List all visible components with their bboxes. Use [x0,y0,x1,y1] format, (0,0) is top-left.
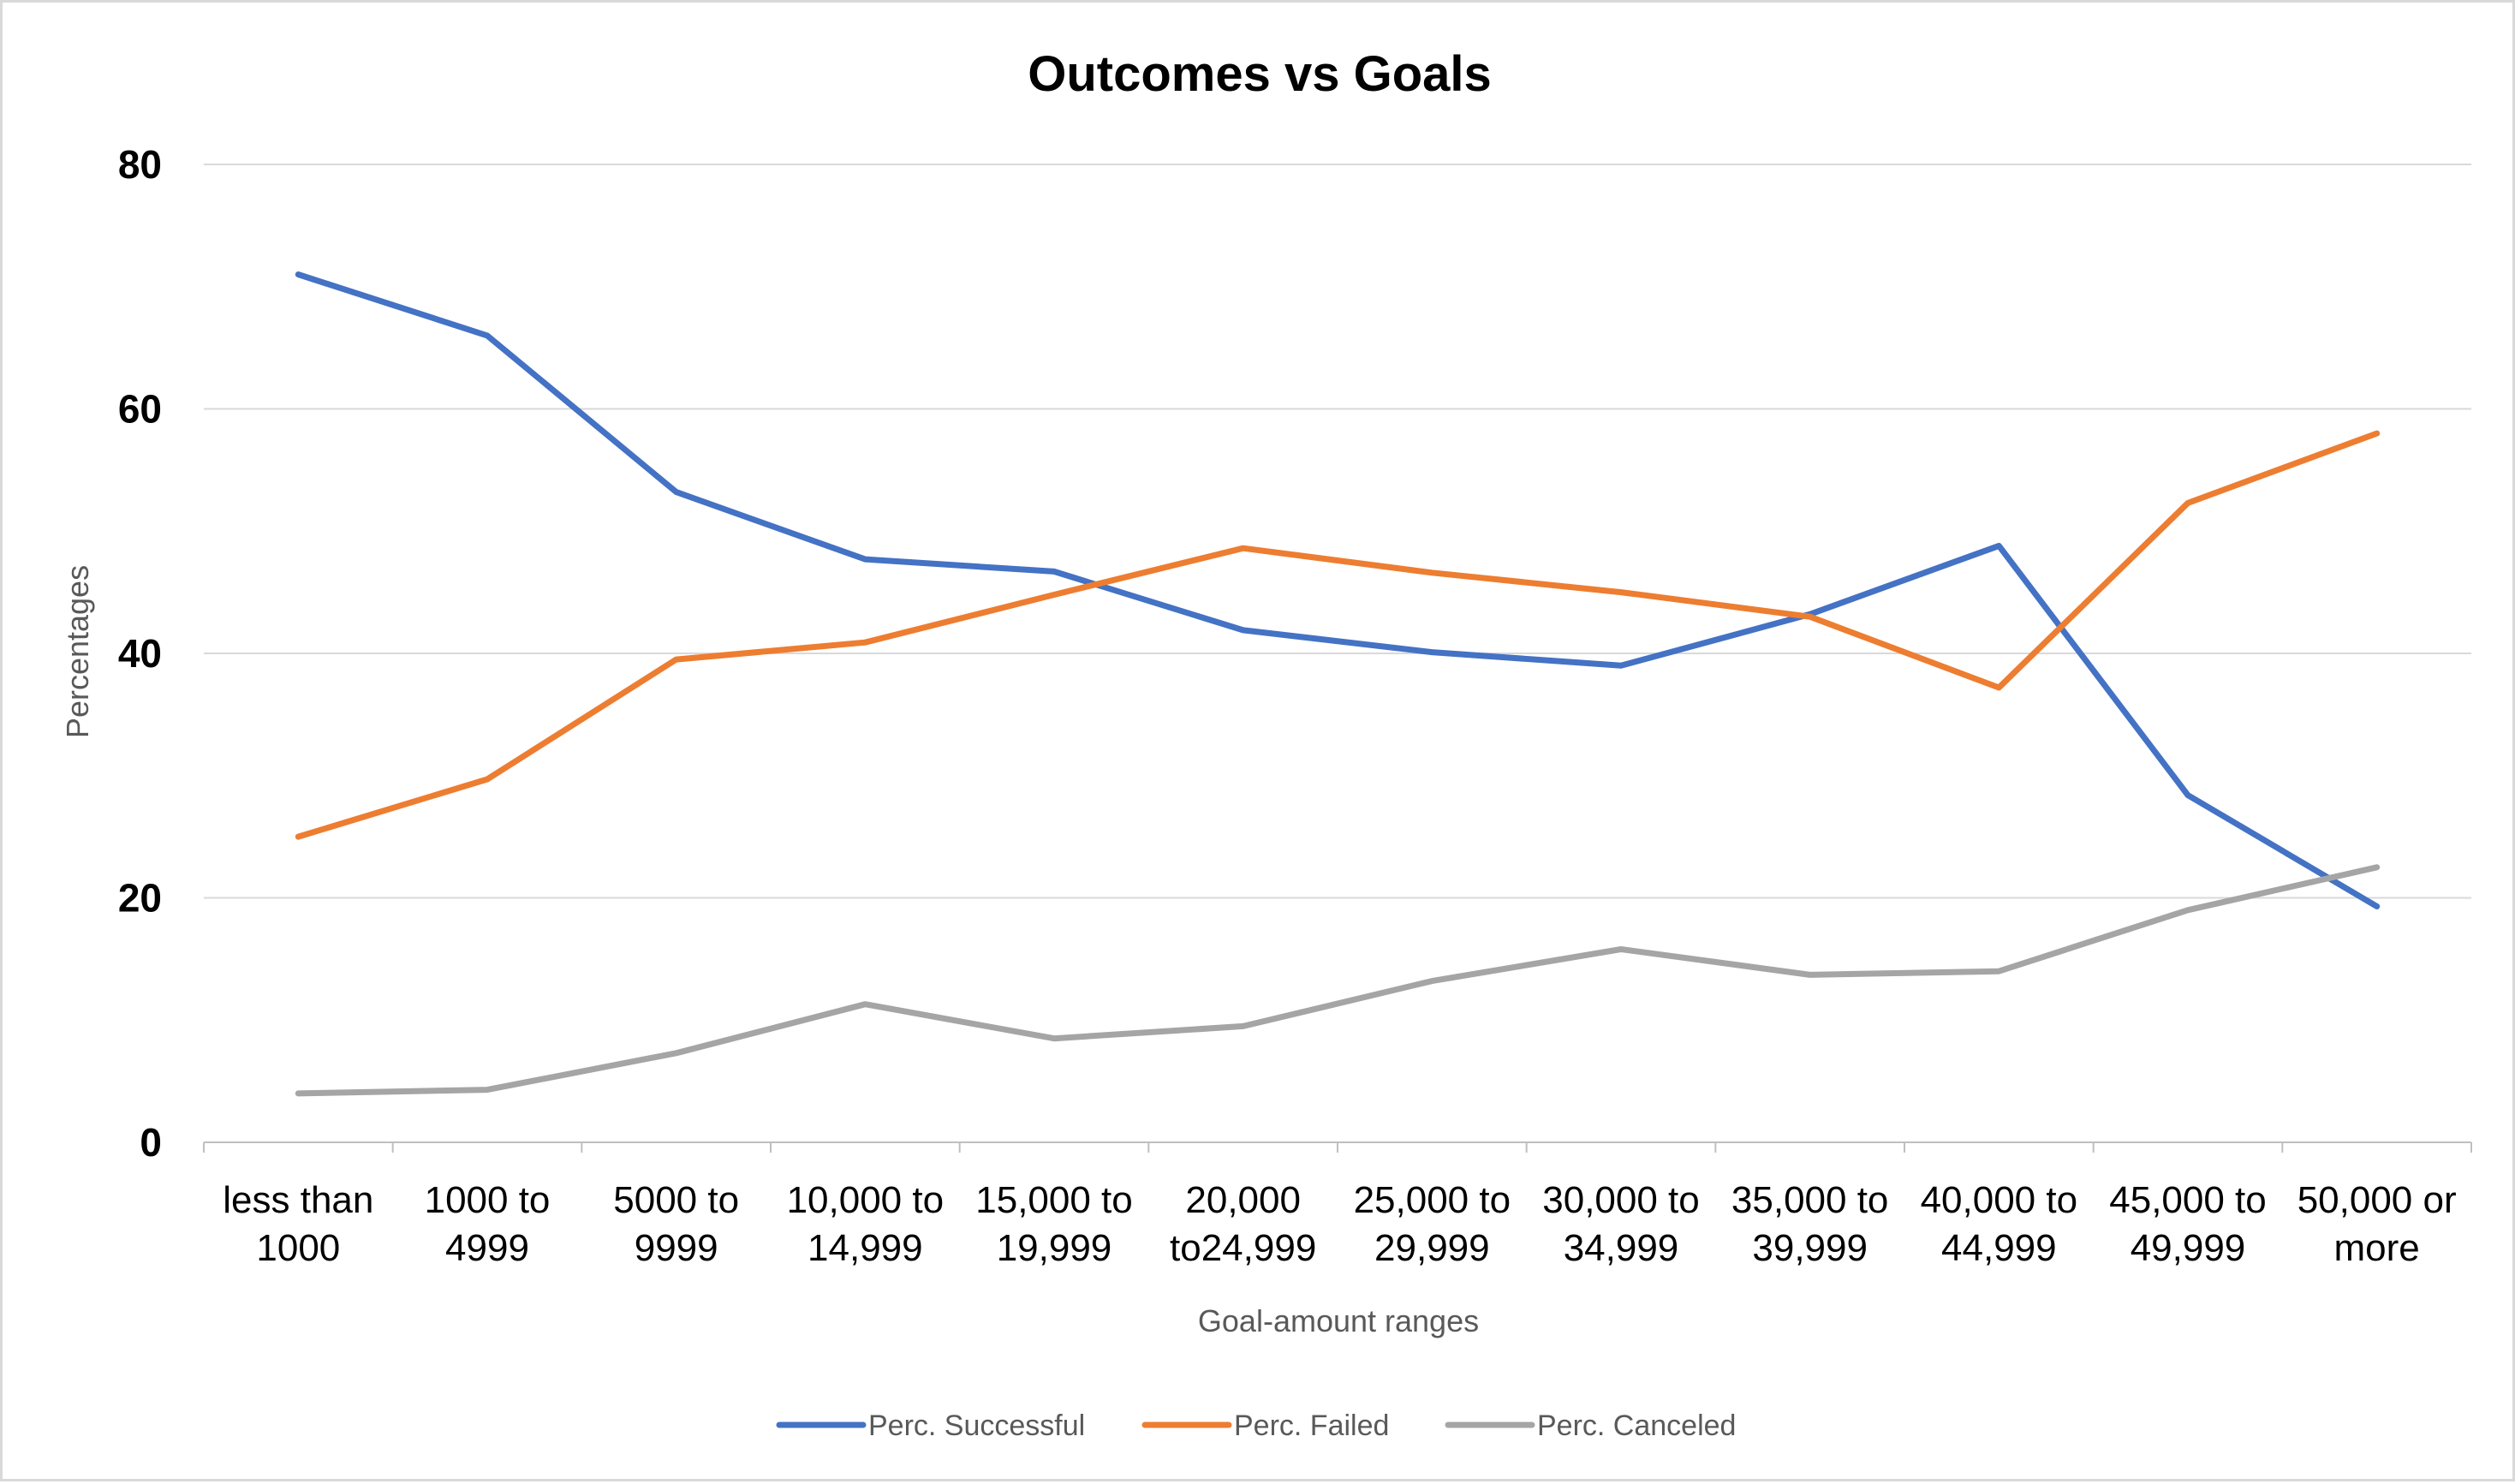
x-tick-label: 40,000 to 44,999 [1921,1179,2078,1269]
x-tick-label: 25,000 to 29,999 [1354,1179,1511,1269]
x-tick-label: 10,000 to 14,999 [787,1179,945,1269]
x-axis [203,1141,2472,1153]
legend-label: Perc. Canceled [1537,1410,1736,1442]
y-tick-label: 60 [118,387,162,432]
y-tick-label: 20 [118,876,162,921]
chart-title: Outcomes vs Goals [1028,46,1492,102]
y-tick-label: 80 [118,142,162,187]
x-tick-label: 1000 to 4999 [425,1179,551,1269]
x-tick-label: 50,000 or more [2297,1179,2457,1269]
legend-label: Perc. Failed [1234,1410,1389,1442]
y-tick-label: 40 [118,631,162,676]
legend-label: Perc. Successful [868,1410,1085,1442]
line-chart: Outcomes vs Goals 0 20 40 60 80 less than 100… [60,46,2472,1442]
x-tick-label: 5000 to 9999 [613,1179,739,1269]
series-lines [295,271,2381,1097]
x-tick-label: 20,000 to24,999 [1170,1179,1316,1269]
x-tick-label: 45,000 to 49,999 [2109,1179,2267,1269]
x-tick-label: 15,000 to 19,999 [975,1179,1133,1269]
y-axis-title: Percentages [60,565,95,738]
y-tick-label: 0 [140,1120,162,1165]
x-axis-title: Goal-amount ranges [1198,1303,1479,1338]
gridlines [204,164,2471,899]
legend: Perc. Successful Perc. Failed Perc. Cancel… [776,1410,1736,1442]
series-line-perc-failed [295,430,2381,840]
x-axis-tick-labels: less than 1000 1000 to 4999 5000 to 9999 10,00… [223,1179,2456,1269]
series-line-perc-canceled [295,864,2381,1097]
x-tick-label: less than 1000 [223,1179,373,1269]
x-tick-label: 35,000 to 39,999 [1731,1179,1889,1269]
y-axis-tick-labels: 0 20 40 60 80 [118,142,162,1165]
series-line-perc-successful [295,271,2381,909]
x-tick-label: 30,000 to 34,999 [1542,1179,1700,1269]
